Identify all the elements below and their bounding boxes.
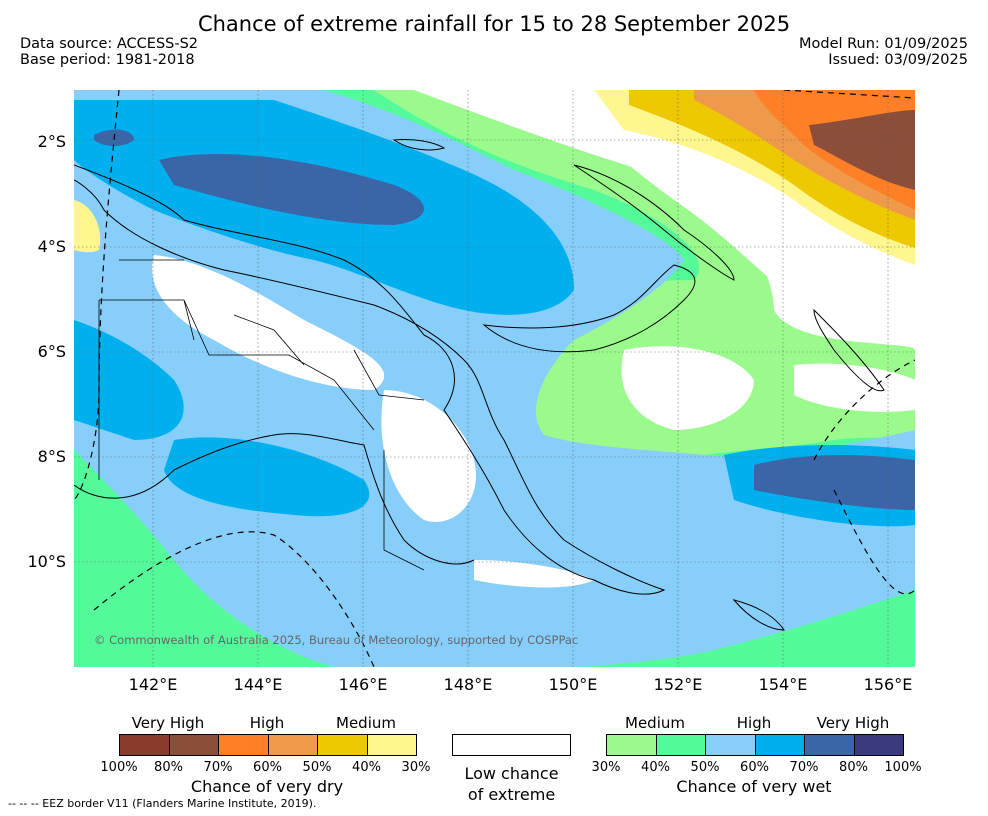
png-south-coast <box>74 433 475 565</box>
gridlines <box>74 90 915 667</box>
dry-caption-high: High <box>249 714 285 732</box>
dry-caption-medium: Medium <box>336 714 396 732</box>
lon-label-156e: 156°E <box>863 675 913 694</box>
lat-label-10s: 10°S <box>27 552 66 571</box>
new-ireland-coast <box>573 164 735 281</box>
dry-percent-0: 100% <box>100 760 138 775</box>
lat-label-2s: 2°S <box>37 132 66 151</box>
wet-swatch-1 <box>655 734 706 756</box>
zone-dry-lightyellow-w <box>74 200 101 253</box>
zone-white-ne <box>604 120 915 340</box>
lat-label-8s: 8°S <box>37 447 66 466</box>
wet-swatch-2 <box>705 734 756 756</box>
wet-percent-2: 50% <box>690 760 720 775</box>
eez-borders <box>74 90 915 667</box>
wet-caption-high: High <box>736 714 772 732</box>
wet-swatch-5 <box>853 734 904 756</box>
low-chance-line1: Low chance <box>464 764 559 783</box>
dry-swatch-3 <box>267 734 318 756</box>
model-run: Model Run: 01/09/2025 <box>798 36 968 52</box>
zone-dark-blue-east <box>754 455 915 510</box>
png-mainland-coast <box>74 164 666 595</box>
lon-label-144e: 144°E <box>233 675 283 694</box>
dry-swatch-1 <box>168 734 219 756</box>
base-period: Base period: 1981-2018 <box>20 52 195 68</box>
data-source: Data source: ACCESS-S2 <box>20 36 199 52</box>
wet-percent-3: 60% <box>740 760 769 775</box>
dry-swatch-0 <box>119 734 170 756</box>
dry-percent-4: 50% <box>302 760 332 775</box>
dry-swatch-4 <box>317 734 368 756</box>
lon-label-148e: 148°E <box>443 675 493 694</box>
dry-percent-6: 30% <box>401 760 431 775</box>
wet-swatch-0 <box>606 734 657 756</box>
wet-percent-5: 80% <box>839 760 868 775</box>
manus-coast <box>392 139 446 151</box>
zone-dry-brown <box>809 110 915 190</box>
wet-swatch-4 <box>804 734 855 756</box>
wet-swatch-3 <box>754 734 805 756</box>
issued-date: Issued: 03/09/2025 <box>828 52 968 68</box>
bougainville-coast <box>813 308 885 392</box>
zone-white-central <box>152 255 385 390</box>
dry-percent-1: 80% <box>154 760 183 775</box>
wet-percent-0: 30% <box>591 760 621 775</box>
new-britain-coast <box>482 264 696 353</box>
copyright-notice: © Commonwealth of Australia 2025, Bureau… <box>94 633 579 647</box>
dry-caption-very-high: Very High <box>131 714 205 732</box>
lon-label-142e: 142°E <box>128 675 178 694</box>
islands-se <box>732 599 785 631</box>
lon-label-152e: 152°E <box>653 675 703 694</box>
zone-blue-west <box>74 320 184 440</box>
zone-white-south <box>474 560 594 588</box>
lon-label-146e: 146°E <box>338 675 388 694</box>
map-title: Chance of extreme rainfall for 15 to 28 … <box>197 12 791 36</box>
wet-legend-title: Chance of very wet <box>676 777 832 796</box>
zone-white-east2 <box>794 363 915 412</box>
coastlines <box>74 139 885 631</box>
wet-percent-4: 70% <box>789 760 819 775</box>
low-chance-swatch <box>452 734 571 756</box>
lon-label-150e: 150°E <box>548 675 598 694</box>
eez-footnote: -- -- -- EEZ border V11 (Flanders Marine… <box>8 797 317 810</box>
dry-swatch-2 <box>218 734 269 756</box>
wet-percent-1: 40% <box>641 760 670 775</box>
dry-swatch-5 <box>366 734 417 756</box>
dry-percent-5: 40% <box>352 760 381 775</box>
rainfall-map <box>74 90 915 667</box>
dry-percent-3: 60% <box>253 760 282 775</box>
wet-caption-very-high: Very High <box>816 714 890 732</box>
wet-caption-medium: Medium <box>625 714 685 732</box>
lat-label-4s: 4°S <box>37 237 66 256</box>
zone-dark-blue <box>159 154 424 225</box>
low-chance-line2: of extreme <box>467 785 556 804</box>
wet-percent-6: 100% <box>884 760 922 775</box>
lat-label-6s: 6°S <box>37 342 66 361</box>
zone-white-east <box>621 346 754 430</box>
lon-label-154e: 154°E <box>758 675 808 694</box>
dry-legend-title: Chance of very dry <box>190 777 344 796</box>
dry-percent-2: 70% <box>203 760 233 775</box>
